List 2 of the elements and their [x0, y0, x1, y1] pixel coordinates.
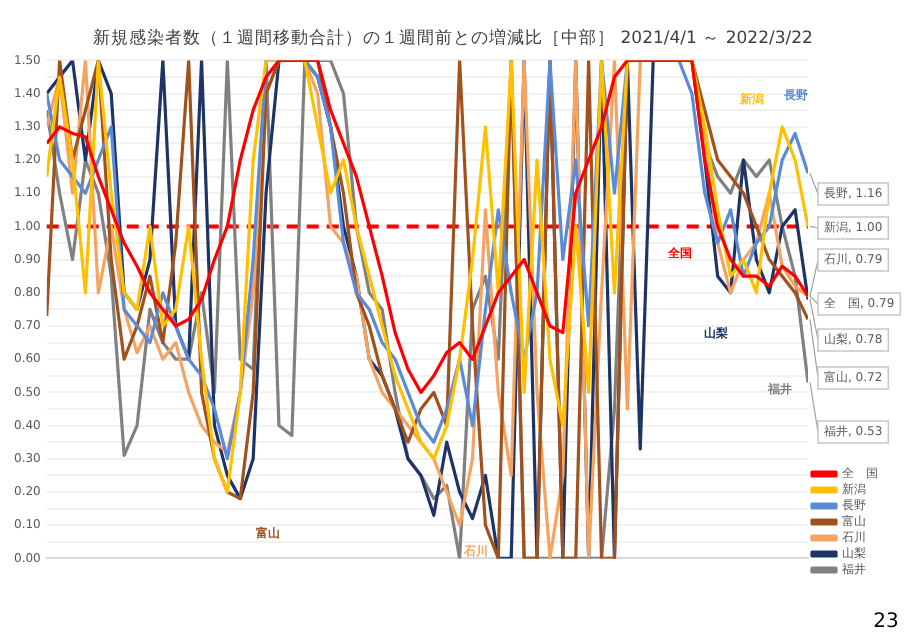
chart-title: 新規感染者数（１週間移動合計）の１週間前との増減比［中部］ 2021/4/1 ～ 2022/3/22	[93, 26, 813, 49]
text: 23	[873, 611, 899, 634]
